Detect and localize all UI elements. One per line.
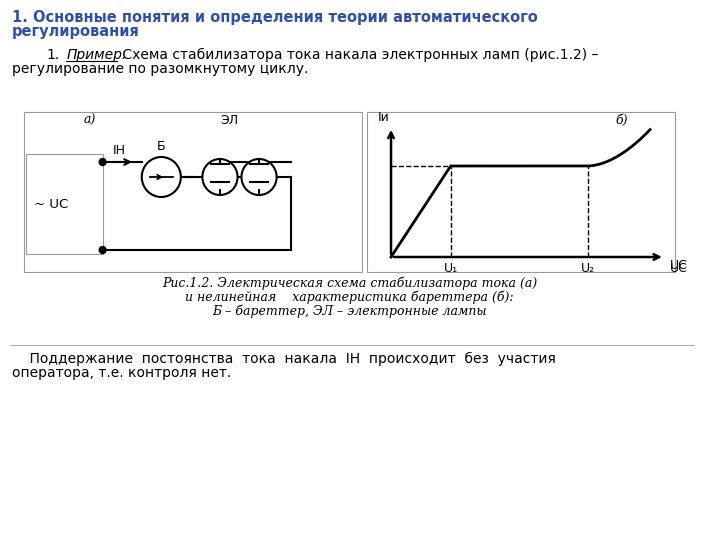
- Circle shape: [142, 157, 181, 197]
- Text: UС: UС: [670, 259, 688, 272]
- Text: 1.: 1.: [47, 48, 60, 62]
- Text: Б – бареттер, ЭЛ – электронные лампы: Б – бареттер, ЭЛ – электронные лампы: [212, 305, 487, 319]
- FancyBboxPatch shape: [366, 112, 675, 272]
- Text: IН: IН: [112, 144, 125, 157]
- Text: U₂: U₂: [580, 262, 595, 275]
- Text: и нелинейная    характеристика бареттера (б):: и нелинейная характеристика бареттера (б…: [185, 291, 514, 305]
- Text: UС: UС: [670, 262, 688, 275]
- Text: Рис.1.2. Электрическая схема стабилизатора тока (а): Рис.1.2. Электрическая схема стабилизато…: [162, 277, 537, 291]
- Text: оператора, т.е. контроля нет.: оператора, т.е. контроля нет.: [12, 366, 231, 380]
- Text: ~ UС: ~ UС: [35, 198, 68, 211]
- Text: Iи: Iи: [377, 111, 389, 124]
- Circle shape: [202, 159, 238, 195]
- FancyBboxPatch shape: [24, 112, 361, 272]
- Circle shape: [241, 159, 276, 195]
- Text: б): б): [616, 114, 629, 127]
- Text: U₁: U₁: [444, 262, 458, 275]
- Text: Б: Б: [157, 140, 166, 153]
- Text: регулирования: регулирования: [12, 24, 140, 39]
- Circle shape: [99, 246, 106, 253]
- Text: 1. Основные понятия и определения теории автоматического: 1. Основные понятия и определения теории…: [12, 10, 538, 25]
- Text: Схема стабилизатора тока накала электронных ламп (рис.1.2) –: Схема стабилизатора тока накала электрон…: [118, 48, 598, 62]
- Text: ЭЛ: ЭЛ: [220, 114, 238, 127]
- FancyBboxPatch shape: [27, 154, 103, 254]
- Circle shape: [99, 159, 106, 165]
- Text: Поддержание  постоянства  тока  накала  IН  происходит  без  участия: Поддержание постоянства тока накала IН п…: [12, 352, 556, 366]
- Text: а): а): [83, 114, 96, 127]
- Text: Пример.: Пример.: [66, 48, 127, 62]
- Text: регулирование по разомкнутому циклу.: регулирование по разомкнутому циклу.: [12, 62, 308, 76]
